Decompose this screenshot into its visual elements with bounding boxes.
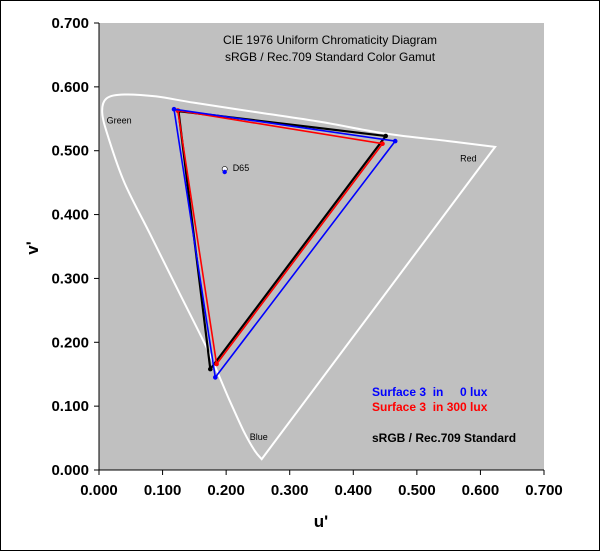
y-tick-label: 0.200 bbox=[51, 334, 89, 351]
chart-title: CIE 1976 Uniform Chromaticity Diagram bbox=[223, 33, 437, 47]
x-axis-title: u' bbox=[314, 512, 328, 531]
legend-entry-2: sRGB / Rec.709 Standard bbox=[372, 431, 516, 445]
y-tick-label: 0.700 bbox=[51, 15, 89, 32]
y-tick-label: 0.400 bbox=[51, 207, 89, 224]
vertex-point-0-1 bbox=[392, 138, 398, 144]
spectral-locus-layer bbox=[101, 93, 497, 461]
y-tick-label: 0.300 bbox=[51, 270, 89, 287]
y-tick-label: 0.100 bbox=[51, 398, 89, 415]
region-label-blue: Blue bbox=[250, 432, 268, 442]
vertex-point-0-0 bbox=[171, 106, 177, 112]
x-tick-label: 0.400 bbox=[335, 482, 373, 499]
y-tick-label: 0.600 bbox=[51, 79, 89, 96]
x-tick-label: 0.600 bbox=[462, 482, 500, 499]
y-tick-label: 0.500 bbox=[51, 143, 89, 160]
gamut-triangle-1 bbox=[177, 109, 384, 365]
x-tick-label: 0.100 bbox=[144, 482, 182, 499]
x-tick-label: 0.300 bbox=[271, 482, 309, 499]
spectral-locus bbox=[101, 93, 497, 461]
x-tick-label: 0.500 bbox=[398, 482, 436, 499]
x-tick-label: 0.000 bbox=[80, 482, 118, 499]
legend-entry-0: Surface 3 in 0 lux bbox=[372, 385, 488, 399]
gamut-triangle-0 bbox=[173, 108, 397, 379]
vertex-point-1-2 bbox=[214, 361, 219, 367]
x-tick-label: 0.200 bbox=[207, 482, 245, 499]
vertex-point-2-1 bbox=[383, 133, 389, 139]
region-label-red: Red bbox=[460, 154, 477, 164]
vertex-point-2-2 bbox=[208, 366, 213, 372]
vertex-point-0-2 bbox=[213, 375, 218, 380]
region-label-layer: Green Red Blue bbox=[107, 115, 477, 442]
y-axis-title: v' bbox=[23, 241, 42, 255]
vertex-point-1-1 bbox=[380, 141, 385, 146]
region-label-green: Green bbox=[107, 115, 132, 125]
series-layer bbox=[171, 106, 398, 380]
white-point-dot bbox=[222, 169, 227, 175]
legend-entry-1: Surface 3 in 300 lux bbox=[372, 400, 488, 414]
white-point-label: D65 bbox=[233, 163, 250, 173]
axis-layer: 0.000 0.100 0.200 0.300 0.400 0.500 0.600 0.700… bbox=[51, 15, 562, 499]
y-tick-label: 0.000 bbox=[51, 462, 89, 479]
white-point-layer: D65 bbox=[221, 163, 250, 175]
x-tick-label: 0.700 bbox=[525, 482, 563, 499]
chart-subtitle: sRGB / Rec.709 Standard Color Gamut bbox=[225, 50, 436, 64]
plot-area bbox=[99, 23, 544, 470]
